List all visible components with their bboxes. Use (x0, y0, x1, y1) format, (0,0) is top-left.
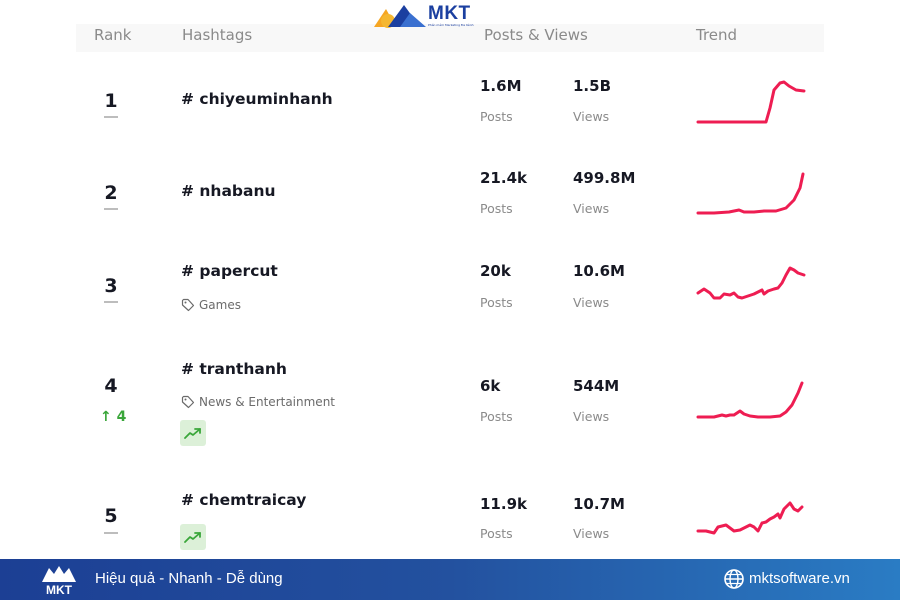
table-row[interactable]: 3 # papercut Games 20k Posts 10.6M Views (76, 255, 824, 345)
mkt-logo: MKT Phần mềm Marketing Đa Kênh (374, 2, 486, 30)
views-label: Views (573, 409, 610, 424)
trend-sparkline (696, 381, 804, 419)
trending-up-icon (184, 428, 201, 439)
views-label: Views (573, 526, 610, 541)
globe-icon (724, 569, 744, 589)
posts-count: 11.9k (480, 495, 527, 513)
trending-badge (180, 524, 206, 550)
views-label: Views (573, 109, 610, 124)
hashtag-link[interactable]: # papercut (181, 262, 278, 280)
trend-sparkline (696, 80, 806, 124)
posts-label: Posts (480, 526, 513, 541)
header-posts-views: Posts & Views (484, 26, 588, 44)
table-header: Rank Hashtags Posts & Views Trend (76, 24, 824, 52)
trending-badge (180, 420, 206, 446)
trend-sparkline (696, 172, 805, 215)
posts-count: 20k (480, 262, 511, 280)
trend-sparkline (696, 501, 804, 535)
rank-unchanged-dash (104, 116, 118, 118)
views-count: 10.7M (573, 495, 625, 513)
posts-label: Posts (480, 295, 513, 310)
posts-label: Posts (480, 201, 513, 216)
posts-count: 21.4k (480, 169, 527, 187)
views-count: 1.5B (573, 77, 612, 95)
category-name: Games (199, 298, 241, 312)
rank-number: 3 (104, 275, 118, 297)
footer-slogan: Hiệu quả - Nhanh - Dễ dùng (95, 570, 283, 587)
tag-icon (181, 298, 195, 312)
views-count: 10.6M (573, 262, 625, 280)
category-label: News & Entertainment (181, 395, 335, 409)
trend-sparkline (696, 266, 806, 300)
table-row[interactable]: 4 ↑ 4 # tranthanh News & Entertainment 6… (76, 355, 824, 455)
rank-unchanged-dash (104, 532, 118, 534)
hashtag-link[interactable]: # chemtraicay (181, 491, 307, 509)
views-label: Views (573, 201, 610, 216)
hashtag-link[interactable]: # chiyeuminhanh (181, 90, 333, 108)
header-rank: Rank (94, 26, 132, 44)
posts-count: 1.6M (480, 77, 522, 95)
header-trend: Trend (696, 26, 738, 44)
rank-number: 2 (104, 182, 118, 204)
rank-unchanged-dash (104, 301, 118, 303)
table-row[interactable]: 2 # nhabanu 21.4k Posts 499.8M Views (76, 162, 824, 242)
svg-text:MKT: MKT (46, 583, 73, 597)
views-count: 499.8M (573, 169, 636, 187)
category-label: Games (181, 298, 241, 312)
table-row[interactable]: 1 # chiyeuminhanh 1.6M Posts 1.5B Views (76, 70, 824, 150)
views-count: 544M (573, 377, 620, 395)
views-label: Views (573, 295, 610, 310)
table-row[interactable]: 5 # chemtraicay 11.9k Posts 10.7M Views (76, 485, 824, 555)
category-name: News & Entertainment (199, 395, 336, 409)
hashtag-link[interactable]: # nhabanu (181, 182, 276, 200)
header-hashtags: Hashtags (182, 26, 253, 44)
logo-subtext: Phần mềm Marketing Đa Kênh (428, 23, 474, 27)
rank-change-up: ↑ 4 (100, 409, 127, 425)
trending-up-icon (184, 532, 201, 543)
rank-unchanged-dash (104, 208, 118, 210)
posts-label: Posts (480, 109, 513, 124)
posts-count: 6k (480, 377, 501, 395)
logo-name: MKT (428, 3, 471, 24)
mkt-logo-icon (374, 5, 426, 28)
tag-icon (181, 395, 195, 409)
mkt-footer-logo-icon: MKT (42, 566, 76, 597)
posts-label: Posts (480, 409, 513, 424)
hashtag-link[interactable]: # tranthanh (181, 360, 287, 378)
footer-banner: MKT Hiệu quả - Nhanh - Dễ dùng mktsoftwa… (0, 559, 900, 600)
rank-number: 4 (104, 375, 118, 397)
footer-website-link[interactable]: mktsoftware.vn (749, 570, 850, 587)
rank-number: 5 (104, 505, 118, 527)
rank-number: 1 (104, 90, 118, 112)
